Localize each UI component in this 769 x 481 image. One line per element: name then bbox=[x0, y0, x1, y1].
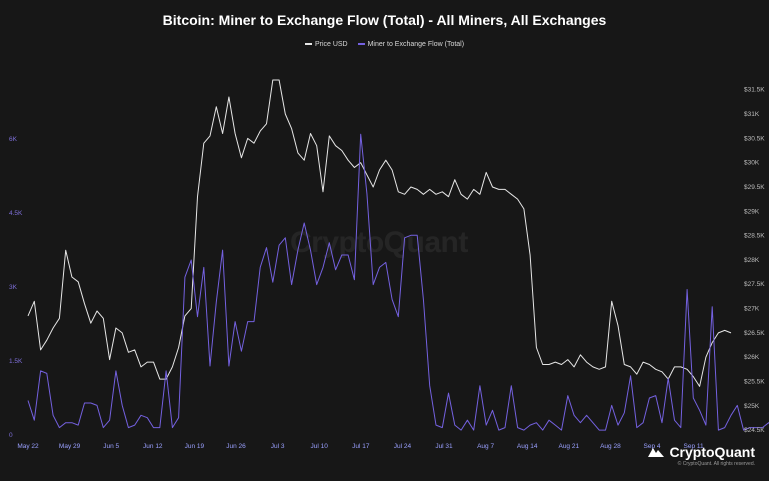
legend-item-price[interactable]: Price USD bbox=[304, 41, 348, 48]
right-axis-tick-label: $29K bbox=[744, 208, 760, 215]
right-axis-tick-label: $30K bbox=[744, 160, 760, 167]
x-axis-tick-label: Jun 5 bbox=[103, 443, 119, 450]
right-axis-tick-label: $31.5K bbox=[744, 87, 765, 94]
x-axis-tick-label: Aug 14 bbox=[517, 443, 538, 450]
legend-flow-label: Miner to Exchange Flow (Total) bbox=[367, 41, 465, 48]
cryptoquant-logo-icon bbox=[648, 448, 665, 457]
legend: Price USD Miner to Exchange Flow (Total) bbox=[0, 41, 769, 48]
brand-rights: © CryptoQuant. All rights reserved. bbox=[677, 461, 755, 467]
series-line-price[interactable] bbox=[27, 79, 732, 387]
x-axis-tick-label: Jul 3 bbox=[271, 443, 285, 450]
x-axis-tick-label: Jul 10 bbox=[311, 443, 329, 450]
left-axis-tick-label: 4.5K bbox=[9, 210, 23, 217]
left-axis-tick-label: 0 bbox=[9, 432, 13, 439]
right-axis-tick-label: $26K bbox=[744, 354, 760, 361]
left-axis-tick-label: 3K bbox=[9, 284, 18, 291]
x-axis-tick-label: May 29 bbox=[59, 443, 81, 450]
x-axis-tick-label: Jul 24 bbox=[394, 443, 412, 450]
legend-flow-swatch bbox=[357, 43, 365, 45]
x-axis-tick-label: Aug 21 bbox=[558, 443, 579, 450]
x-axis-tick-label: Sep 4 bbox=[644, 443, 661, 450]
right-axis-tick-label: $24.5K bbox=[744, 427, 765, 434]
right-axis-tick-label: $25K bbox=[744, 403, 760, 410]
left-axis-tick-label: 1.5K bbox=[9, 358, 23, 365]
left-axis-tick-label: 6K bbox=[9, 136, 18, 143]
brand-logo: CryptoQuant © CryptoQuant. All rights re… bbox=[647, 444, 755, 467]
x-axis-tick-label: Jul 17 bbox=[352, 443, 370, 450]
x-axis-tick-label: Aug 28 bbox=[600, 443, 621, 450]
right-axis-tick-label: $26.5K bbox=[744, 330, 765, 337]
right-axis-tick-label: $27K bbox=[744, 306, 760, 313]
right-axis-tick-label: $27.5K bbox=[744, 281, 765, 288]
x-axis-tick-label: May 22 bbox=[17, 443, 39, 450]
x-axis-tick-label: Jul 31 bbox=[435, 443, 453, 450]
right-axis-tick-label: $29.5K bbox=[744, 184, 765, 191]
x-axis-tick-label: Jun 12 bbox=[143, 443, 163, 450]
legend-price-label: Price USD bbox=[314, 41, 348, 48]
right-axis-tick-label: $28.5K bbox=[744, 233, 765, 240]
chart-title: Bitcoin: Miner to Exchange Flow (Total) … bbox=[162, 12, 607, 28]
brand-name: CryptoQuant bbox=[669, 444, 755, 460]
series-line-flow[interactable] bbox=[27, 133, 769, 431]
x-axis-tick-label: Jun 19 bbox=[185, 443, 205, 450]
legend-item-flow[interactable]: Miner to Exchange Flow (Total) bbox=[357, 41, 465, 48]
right-axis-tick-label: $25.5K bbox=[744, 379, 765, 386]
watermark: CryptoQuant bbox=[290, 226, 468, 259]
right-axis-tick-label: $31K bbox=[744, 111, 760, 118]
right-axis-tick-label: $30.5K bbox=[744, 135, 765, 142]
x-axis-tick-label: Jun 26 bbox=[226, 443, 246, 450]
x-axis-tick-label: Sep 11 bbox=[684, 443, 705, 450]
x-axis-tick-label: Aug 7 bbox=[477, 443, 494, 450]
legend-price-swatch bbox=[304, 43, 312, 45]
right-axis-tick-label: $28K bbox=[744, 257, 760, 264]
